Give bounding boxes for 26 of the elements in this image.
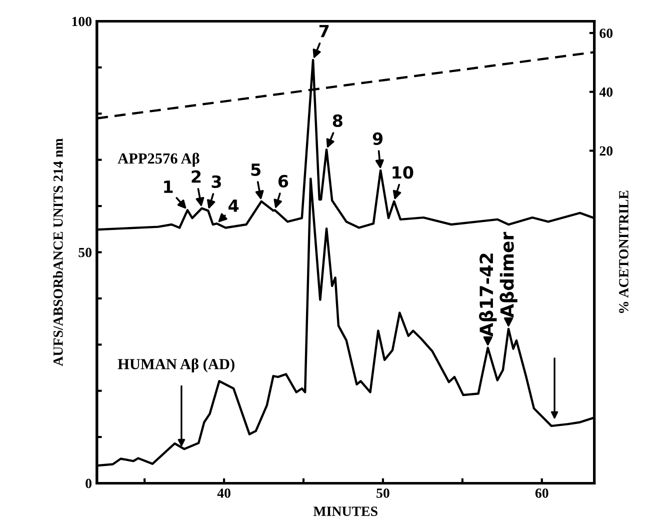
annotation: 8 xyxy=(332,114,342,127)
y-tick-label: 100 xyxy=(72,16,92,26)
annotation: Aβdimer xyxy=(500,232,518,318)
y-axis-title: AUFS/ABSORbANCE UNITS 214 nm xyxy=(53,138,63,366)
x-tick-label: 40 xyxy=(217,488,230,498)
x-tick-label: 60 xyxy=(535,488,548,498)
y-tick-label: 0 xyxy=(86,478,92,488)
y-tick-label: 50 xyxy=(78,248,92,258)
annotation: 3 xyxy=(212,175,221,188)
y2-tick-label: 40 xyxy=(599,87,613,97)
annotation: 10 xyxy=(392,166,414,179)
annotation: 7 xyxy=(319,24,329,38)
y2-axis-title: % ACETONITRILE xyxy=(619,190,628,314)
text: APP2576 Aβ xyxy=(118,152,200,167)
annotation: 1 xyxy=(164,180,173,193)
annotation: 5 xyxy=(251,164,260,176)
annotation: 4 xyxy=(228,200,239,212)
y2-tick-label: 60 xyxy=(600,28,613,38)
x-axis-title: MINUTES xyxy=(313,506,378,516)
y2-tick-label: 20 xyxy=(600,146,613,156)
annotation: 6 xyxy=(278,174,288,188)
annotation: 9 xyxy=(372,132,383,146)
annotation: Aβ17-42 xyxy=(478,254,497,337)
series-label: HUMAN Aβ (AD) xyxy=(118,358,234,372)
annotation: 2 xyxy=(192,170,201,183)
x-tick-label: 50 xyxy=(376,488,390,498)
